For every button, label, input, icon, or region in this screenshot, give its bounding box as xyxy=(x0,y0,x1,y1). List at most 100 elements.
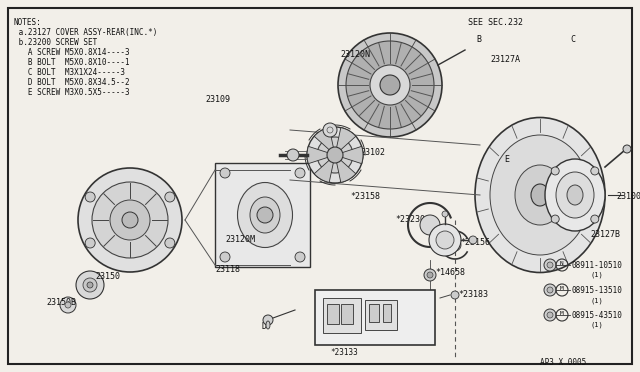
Text: D: D xyxy=(261,322,266,331)
Text: *23158: *23158 xyxy=(350,192,380,201)
Circle shape xyxy=(327,147,343,163)
Polygon shape xyxy=(215,163,310,267)
Text: 08915-43510: 08915-43510 xyxy=(572,311,623,320)
Text: *23135: *23135 xyxy=(325,296,353,305)
Text: B BOLT  M5X0.8X10----1: B BOLT M5X0.8X10----1 xyxy=(14,58,130,67)
Circle shape xyxy=(65,302,71,308)
Text: D BOLT  M5X0.8X34.5--2: D BOLT M5X0.8X34.5--2 xyxy=(14,78,130,87)
Text: *23135: *23135 xyxy=(325,308,353,317)
Text: (1): (1) xyxy=(590,322,603,328)
Circle shape xyxy=(623,145,631,153)
Text: 23120N: 23120N xyxy=(340,50,370,59)
Circle shape xyxy=(323,123,337,137)
Polygon shape xyxy=(314,128,335,155)
Ellipse shape xyxy=(237,183,292,247)
Bar xyxy=(315,290,435,345)
Circle shape xyxy=(60,297,76,313)
Text: *23215M: *23215M xyxy=(368,308,401,317)
Text: E: E xyxy=(504,155,509,164)
Text: *23183: *23183 xyxy=(458,290,488,299)
Circle shape xyxy=(87,282,93,288)
Circle shape xyxy=(442,211,448,217)
Circle shape xyxy=(544,284,556,296)
Ellipse shape xyxy=(475,118,605,273)
Text: AP3 X 0005: AP3 X 0005 xyxy=(540,358,586,367)
Circle shape xyxy=(110,200,150,240)
Text: 23127B: 23127B xyxy=(590,230,620,239)
Ellipse shape xyxy=(531,184,549,206)
Text: *23133: *23133 xyxy=(330,348,358,357)
Text: 08911-10510: 08911-10510 xyxy=(572,261,623,270)
Text: 23118: 23118 xyxy=(215,265,240,274)
Text: M: M xyxy=(560,311,564,316)
Text: *14658: *14658 xyxy=(435,268,465,277)
Circle shape xyxy=(85,192,95,202)
Ellipse shape xyxy=(567,185,583,205)
Circle shape xyxy=(220,168,230,178)
Bar xyxy=(369,304,379,322)
Circle shape xyxy=(338,33,442,137)
Circle shape xyxy=(122,212,138,228)
Text: 23109: 23109 xyxy=(205,95,230,104)
Circle shape xyxy=(287,149,299,161)
Polygon shape xyxy=(307,146,335,164)
Circle shape xyxy=(551,167,559,175)
Circle shape xyxy=(220,252,230,262)
Circle shape xyxy=(547,312,553,318)
Text: 23150B: 23150B xyxy=(46,298,76,307)
Circle shape xyxy=(544,309,556,321)
Circle shape xyxy=(591,215,599,223)
Circle shape xyxy=(380,75,400,95)
Circle shape xyxy=(451,291,459,299)
Bar xyxy=(341,304,353,324)
Text: *23156: *23156 xyxy=(460,238,490,247)
Text: E SCREW M3X0.5X5-----3: E SCREW M3X0.5X5-----3 xyxy=(14,88,130,97)
Text: SEE SEC.232: SEE SEC.232 xyxy=(468,18,523,27)
Text: 23102: 23102 xyxy=(360,148,385,157)
Text: a.23127 COVER ASSY-REAR(INC.*): a.23127 COVER ASSY-REAR(INC.*) xyxy=(14,28,157,37)
Circle shape xyxy=(78,168,182,272)
Circle shape xyxy=(547,262,553,268)
Circle shape xyxy=(591,167,599,175)
Bar xyxy=(323,298,361,333)
Ellipse shape xyxy=(250,197,280,233)
Text: C BOLT  M3X1X24-----3: C BOLT M3X1X24-----3 xyxy=(14,68,125,77)
Circle shape xyxy=(165,238,175,248)
Circle shape xyxy=(420,215,440,235)
Circle shape xyxy=(317,137,353,173)
Text: 08915-13510: 08915-13510 xyxy=(572,286,623,295)
Circle shape xyxy=(165,192,175,202)
Circle shape xyxy=(370,65,410,105)
Circle shape xyxy=(551,215,559,223)
Polygon shape xyxy=(335,128,356,155)
Text: *23230: *23230 xyxy=(395,215,425,224)
Text: *23215: *23215 xyxy=(370,296,397,305)
Circle shape xyxy=(427,272,433,278)
Bar xyxy=(365,300,397,330)
Circle shape xyxy=(257,207,273,223)
Circle shape xyxy=(83,278,97,292)
Ellipse shape xyxy=(490,135,590,255)
Ellipse shape xyxy=(515,165,565,225)
Circle shape xyxy=(307,127,363,183)
Circle shape xyxy=(92,182,168,258)
Polygon shape xyxy=(335,155,356,182)
Text: B: B xyxy=(476,35,481,44)
Text: b.23200 SCREW SET: b.23200 SCREW SET xyxy=(14,38,97,47)
Text: C: C xyxy=(570,35,575,44)
Circle shape xyxy=(429,224,461,256)
Text: A SCREW M5X0.8X14----3: A SCREW M5X0.8X14----3 xyxy=(14,48,130,57)
Text: N: N xyxy=(560,261,564,266)
Circle shape xyxy=(544,259,556,271)
Circle shape xyxy=(263,315,273,325)
Text: 23100: 23100 xyxy=(616,192,640,201)
Circle shape xyxy=(436,231,454,249)
Polygon shape xyxy=(314,155,335,182)
Text: 23120M: 23120M xyxy=(225,235,255,244)
Polygon shape xyxy=(335,146,363,164)
Text: A: A xyxy=(340,175,345,184)
Text: 23127A: 23127A xyxy=(490,55,520,64)
Circle shape xyxy=(424,269,436,281)
Text: (1): (1) xyxy=(590,297,603,304)
Text: M: M xyxy=(560,286,564,291)
